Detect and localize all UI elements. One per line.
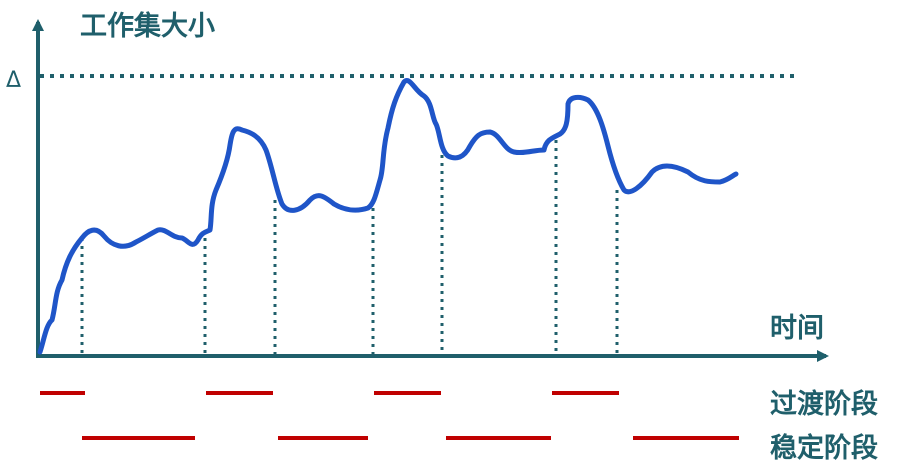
legend-transition-label: 过渡阶段: [770, 389, 878, 420]
y-axis-title: 工作集大小: [80, 11, 215, 42]
working-set-curve: [37, 78, 739, 355]
phase-boundaries: [80, 140, 619, 356]
delta-label: Δ: [6, 68, 22, 93]
x-axis-title: 时间: [770, 313, 824, 344]
legend-stable-label: 稳定阶段: [770, 433, 878, 464]
